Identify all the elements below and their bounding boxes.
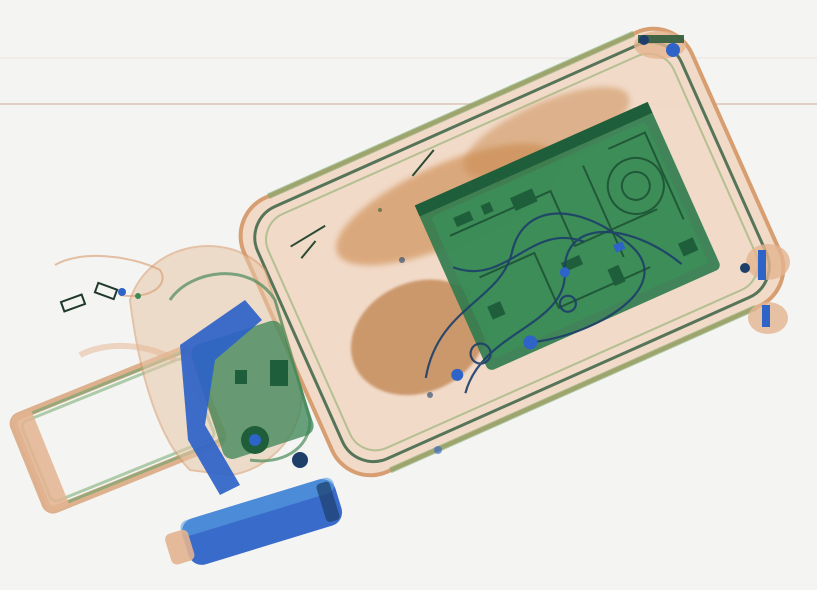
blue-strap xyxy=(180,300,262,495)
circuit-components xyxy=(453,188,699,320)
wheels xyxy=(634,31,790,334)
bottle xyxy=(165,477,343,565)
wheel-top xyxy=(634,31,686,59)
suitcase-top-trim xyxy=(267,30,635,200)
suitcase xyxy=(238,26,786,478)
clothing-bundle-2 xyxy=(350,279,487,396)
handbag-components xyxy=(235,360,308,468)
suitcase-inner-frame xyxy=(253,40,771,464)
zipper-details xyxy=(290,149,435,259)
circuit-traces xyxy=(449,131,685,310)
suitcase-bottom-trim xyxy=(389,304,757,474)
clothing-bundle-3 xyxy=(463,86,630,179)
cable-connectors xyxy=(451,241,626,381)
small-items xyxy=(54,255,177,363)
suitcase-inner-frame-2 xyxy=(265,52,759,452)
wheel-right-upper xyxy=(740,244,790,280)
wheel-right-lower xyxy=(748,302,788,334)
scan-noise xyxy=(378,178,500,454)
handbag xyxy=(128,245,314,495)
laptop-panel xyxy=(432,122,708,358)
laptop-keyboard-strip xyxy=(414,101,653,217)
